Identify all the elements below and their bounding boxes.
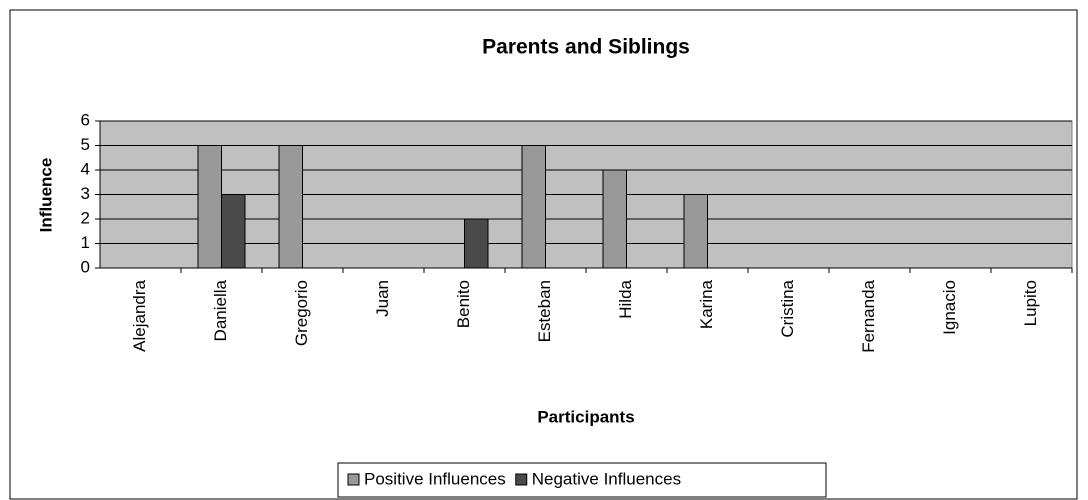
x-tick-label: Esteban (535, 280, 554, 342)
y-tick-label: 1 (81, 233, 90, 252)
x-axis-label: Participants (537, 407, 634, 426)
bar (683, 194, 708, 269)
y-tick-label: 3 (81, 184, 90, 203)
y-tick-label: 2 (81, 208, 90, 227)
x-tick-label: Lupito (1021, 280, 1040, 326)
bar (221, 194, 246, 269)
y-axis-label: Influence (36, 158, 55, 233)
legend-box (337, 462, 827, 498)
x-tick-label: Alejandra (130, 279, 149, 351)
x-tick-label: Daniella (211, 279, 230, 341)
bar (197, 145, 222, 269)
x-tick-label: Ignacio (940, 280, 959, 335)
legend-label: Positive Influences (364, 469, 506, 488)
bar (464, 218, 489, 269)
x-tick-label: Gregorio (292, 280, 311, 346)
y-tick-label: 6 (81, 110, 90, 129)
x-tick-label: Fernanda (859, 279, 878, 352)
bar (602, 169, 627, 269)
x-tick-label: Cristina (778, 279, 797, 337)
x-tick-label: Hilda (616, 279, 635, 318)
y-tick-label: 0 (81, 257, 90, 276)
legend-swatch (347, 473, 360, 486)
bar (278, 145, 303, 269)
legend-swatch (515, 473, 528, 486)
y-tick-label: 4 (81, 159, 90, 178)
x-tick-label: Benito (454, 280, 473, 328)
x-tick-label: Juan (373, 280, 392, 317)
chart-title: Parents and Siblings (482, 36, 690, 59)
y-tick-label: 5 (81, 135, 90, 154)
bar (521, 145, 546, 269)
legend-label: Negative Influences (532, 469, 681, 488)
x-tick-label: Karina (697, 279, 716, 329)
